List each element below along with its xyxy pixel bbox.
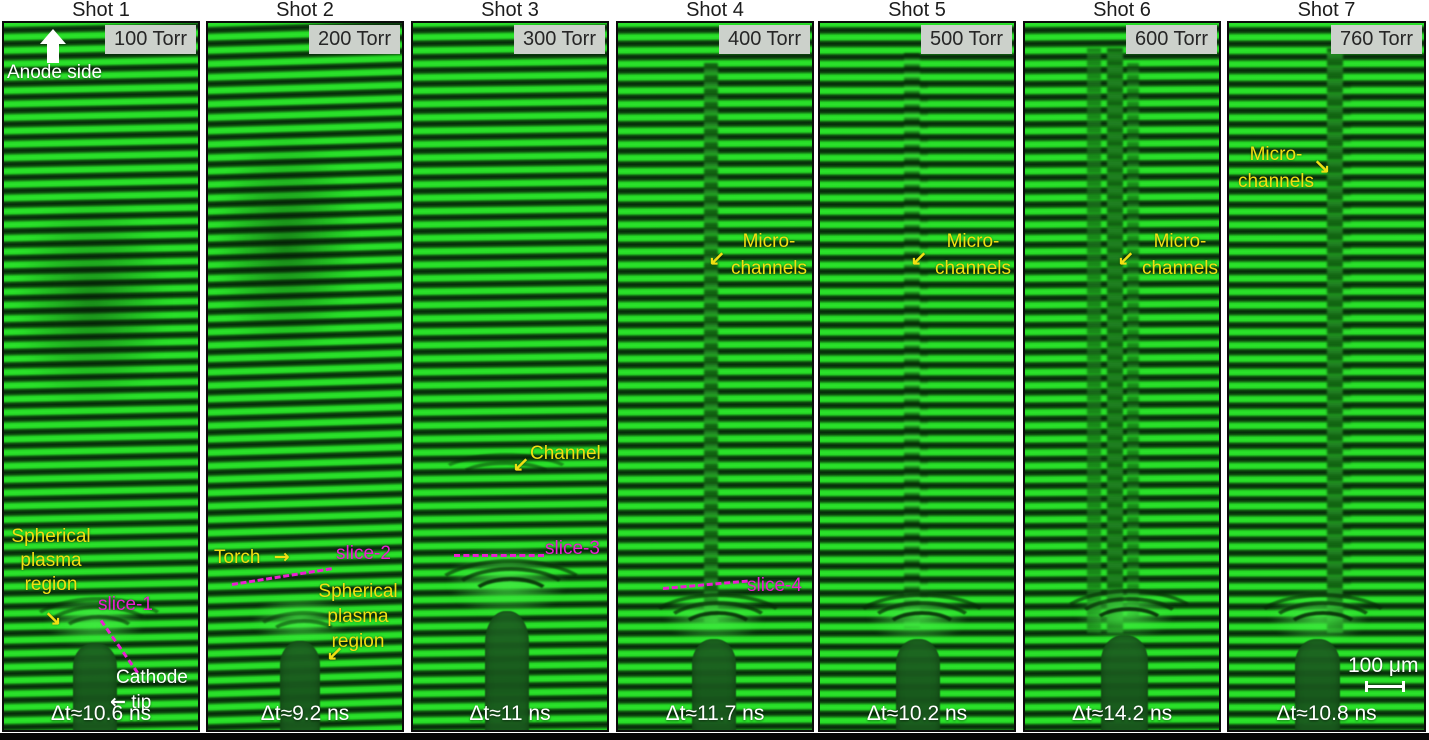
micro-channel-streak [704,63,718,623]
bent-fringe-arc [252,611,356,659]
shot-title: Shot 4 [686,0,744,21]
pressure-badge: 500 Torr [920,25,1012,54]
delta-t-label: Δt≈11.7 ns [665,702,765,725]
channel-label: Channel [530,443,601,464]
bent-fringe-arc [429,559,593,631]
micro-channel-streak [904,53,920,628]
down-right-arrow-icon: ↘ [1313,155,1331,179]
spherical-plasma-label: Spherical plasma region [11,526,91,595]
anode-side-label: Anode side [7,62,103,83]
down-left-arrow-icon: ↙ [1117,247,1135,271]
scale-bar [1365,681,1405,692]
micro-channel-streak [1343,83,1351,603]
shot-column-2: Shot 2 200 Torr Torch → slice-2 Spherica… [206,0,404,732]
slice-label: slice-1 [98,594,153,615]
scale-bar-cap [1402,681,1405,692]
delta-t-label: Δt≈10.6 ns [50,702,152,725]
down-left-arrow-icon: ↙ [910,247,928,271]
micro-channel-streak [1327,48,1343,633]
cathode-tip [73,643,117,730]
scale-bar-label: 100 μm [1348,654,1419,677]
cathode-tip-label-line1: Cathode [116,667,188,688]
down-right-arrow-icon: ↘ [44,607,62,631]
scale-bar-line [1365,685,1405,688]
cathode-tip [1101,635,1148,730]
pressure-badge: 600 Torr [1125,25,1217,54]
interferogram-panel-2: 200 Torr Torch → slice-2 Spherical plasm… [206,21,404,732]
micro-channels-label: Micro- channels [1237,144,1315,192]
cathode-tip-label-line2: ← tip [110,691,151,715]
micro-channels-label: Micro- channels [934,231,1012,279]
shot-column-3: Shot 3 300 Torr Channel ↙ slice-3 Δt≈11 … [411,0,609,732]
torch-word: Torch [214,547,261,568]
shot-title: Shot 2 [276,0,334,21]
figure-bottom-edge [0,733,1429,740]
shot-title: Shot 6 [1093,0,1151,21]
shot-title: Shot 1 [72,0,130,21]
down-left-arrow-icon: ↙ [326,642,344,666]
torch-label: Torch → [214,546,290,570]
slice-label: slice-3 [545,538,600,559]
bent-fringe-arc [848,593,996,661]
slice-dashed-line [454,554,544,557]
cathode-tip [280,641,320,730]
down-left-arrow-icon: ↙ [708,247,726,271]
micro-channel-streak [1127,63,1139,618]
bent-fringe-arc [1249,593,1397,661]
shot-title: Shot 3 [481,0,539,21]
interferogram-panel-3: 300 Torr Channel ↙ slice-3 Δt≈11 ns [411,21,609,732]
down-left-arrow-icon: ↙ [512,453,530,477]
bent-fringe-arc [644,593,792,661]
delta-t-label: Δt≈14.2 ns [1071,702,1173,725]
right-arrow-icon: → [273,546,290,568]
anode-direction-arrow-icon [40,29,66,65]
plasma-shadow-overlay [208,83,402,443]
shot-column-7: Shot 7 760 Torr Micro- channels ↘ 100 μm… [1227,0,1426,732]
micro-channel-streak [1087,48,1101,633]
pressure-badge: 100 Torr [104,25,196,54]
delta-t-label: Δt≈10.8 ns [1276,702,1377,725]
slice-label: slice-2 [336,543,391,564]
pressure-badge: 200 Torr [308,25,400,54]
pressure-badge: 400 Torr [718,25,810,54]
delta-t-label: Δt≈9.2 ns [260,702,350,725]
cathode-tip [896,639,940,730]
micro-channels-label: Micro- channels [730,231,808,279]
interferogram-panel-7: 760 Torr Micro- channels ↘ 100 μm Δt≈10.… [1227,21,1426,732]
shot-column-1: Shot 1 100 Torr Anode side Spherical pla… [2,0,200,732]
shot-column-6: Shot 6 600 Torr Micro- channels ↙ Δt≈14.… [1023,0,1221,732]
spherical-plasma-label: Spherical plasma region [318,581,398,652]
bent-fringe-arc [25,597,173,663]
slice-label: slice-4 [747,575,802,596]
cathode-tip [1295,639,1340,730]
micro-channel-streak [920,83,928,603]
shot-column-5: Shot 5 500 Torr Micro- channels ↙ Δt≈10.… [818,0,1016,732]
plasma-shadow-overlay [4,133,198,473]
delta-t-label: Δt≈10.2 ns [866,702,968,725]
left-arrow-icon: ← [110,691,126,713]
micro-channel-streak [1107,48,1123,633]
shot-title: Shot 7 [1297,0,1356,21]
pressure-badge: 300 Torr [513,25,605,54]
interferogram-panel-4: 400 Torr Micro- channels ↙ slice-4 Δt≈11… [616,21,814,732]
interferogram-panel-5: 500 Torr Micro- channels ↙ Δt≈10.2 ns [818,21,1016,732]
bent-fringe-arc [1055,589,1203,657]
micro-channels-label: Micro- channels [1141,231,1219,279]
delta-t-label: Δt≈11 ns [469,702,551,725]
bent-fringe-arc [437,453,575,499]
cathode-tip [485,611,529,730]
pressure-badge: 760 Torr [1330,25,1422,54]
cathode-tip [692,639,736,730]
interferogram-panel-1: 100 Torr Anode side Spherical plasma reg… [2,21,200,732]
cathode-tip-word: tip [131,692,152,713]
shot-title: Shot 5 [888,0,946,21]
interferogram-panel-6: 600 Torr Micro- channels ↙ Δt≈14.2 ns [1023,21,1221,732]
shot-column-4: Shot 4 400 Torr Micro- channels ↙ slice-… [616,0,814,732]
